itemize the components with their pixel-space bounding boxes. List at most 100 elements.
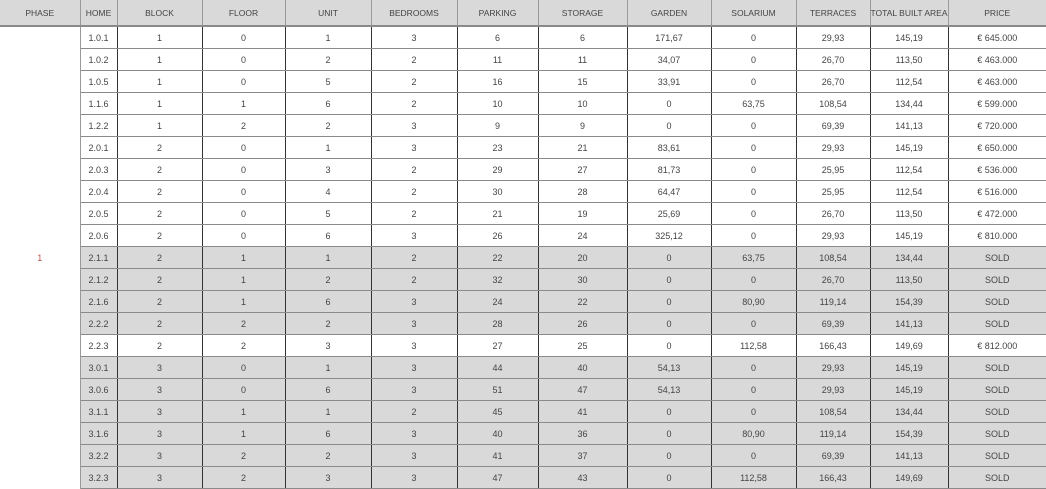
price-cell: € 599.000 <box>947 92 1046 115</box>
total-built-area-cell: 112,54 <box>869 70 948 93</box>
garden-cell: 0 <box>626 466 711 489</box>
unit-cell: 4 <box>284 180 371 203</box>
parking-cell: 51 <box>456 378 538 401</box>
home-cell: 1.2.2 <box>79 114 117 137</box>
column-header-phase: PHASE <box>0 0 80 27</box>
home-cell: 1.1.6 <box>79 92 117 115</box>
parking-cell: 44 <box>456 356 538 379</box>
garden-cell: 0 <box>626 444 711 467</box>
total-built-area-cell: 145,19 <box>869 224 948 247</box>
solarium-cell: 63,75 <box>710 92 796 115</box>
unit-cell: 1 <box>284 136 371 159</box>
block-cell: 2 <box>116 312 202 335</box>
bedrooms-cell: 3 <box>370 356 457 379</box>
floor-cell: 0 <box>201 70 285 93</box>
bedrooms-cell: 3 <box>370 26 457 49</box>
block-cell: 3 <box>116 356 202 379</box>
total-built-area-cell: 141,13 <box>869 444 948 467</box>
total-built-area-cell: 141,13 <box>869 312 948 335</box>
total-built-area-cell: 149,69 <box>869 334 948 357</box>
floor-cell: 0 <box>201 136 285 159</box>
garden-cell: 83,61 <box>626 136 711 159</box>
table-row: 2.0.6 2 0 6 3 26 24 325,12 0 29,93 145,19 € 810.000 <box>0 224 1046 247</box>
total-built-area-cell: 145,19 <box>869 378 948 401</box>
terraces-cell: 29,93 <box>795 224 870 247</box>
storage-cell: 25 <box>537 334 627 357</box>
total-built-area-cell: 154,39 <box>869 290 948 313</box>
garden-cell: 171,67 <box>626 26 711 49</box>
bedrooms-cell: 2 <box>370 48 457 71</box>
home-cell: 1.0.2 <box>79 48 117 71</box>
price-cell: SOLD <box>947 290 1046 313</box>
terraces-cell: 119,14 <box>795 290 870 313</box>
terraces-cell: 29,93 <box>795 378 870 401</box>
parking-cell: 30 <box>456 180 538 203</box>
table-header-row: PHASE HOME BLOCK FLOOR UNIT BEDROOMS PARKING ST… <box>0 0 1046 27</box>
garden-cell: 34,07 <box>626 48 711 71</box>
terraces-cell: 26,70 <box>795 268 870 291</box>
storage-cell: 9 <box>537 114 627 137</box>
home-cell: 3.2.2 <box>79 444 117 467</box>
terraces-cell: 69,39 <box>795 312 870 335</box>
total-built-area-cell: 141,13 <box>869 114 948 137</box>
parking-cell: 21 <box>456 202 538 225</box>
home-cell: 2.1.6 <box>79 290 117 313</box>
total-built-area-cell: 134,44 <box>869 92 948 115</box>
home-cell: 3.2.3 <box>79 466 117 489</box>
unit-cell: 2 <box>284 444 371 467</box>
block-cell: 2 <box>116 158 202 181</box>
unit-cell: 3 <box>284 158 371 181</box>
table-row: 2.1.2 2 1 2 2 32 30 0 0 26,70 113,50 SOLD <box>0 268 1046 291</box>
unit-cell: 5 <box>284 202 371 225</box>
bedrooms-cell: 2 <box>370 92 457 115</box>
block-cell: 1 <box>116 70 202 93</box>
solarium-cell: 63,75 <box>710 246 796 269</box>
column-header-floor: FLOOR <box>201 0 285 27</box>
floor-cell: 0 <box>201 158 285 181</box>
storage-cell: 36 <box>537 422 627 445</box>
bedrooms-cell: 2 <box>370 246 457 269</box>
total-built-area-cell: 113,50 <box>869 48 948 71</box>
price-cell: € 463.000 <box>947 48 1046 71</box>
parking-cell: 6 <box>456 26 538 49</box>
storage-cell: 22 <box>537 290 627 313</box>
unit-cell: 5 <box>284 70 371 93</box>
block-cell: 1 <box>116 114 202 137</box>
floor-cell: 2 <box>201 334 285 357</box>
total-built-area-cell: 113,50 <box>869 202 948 225</box>
terraces-cell: 69,39 <box>795 114 870 137</box>
solarium-cell: 0 <box>710 268 796 291</box>
storage-cell: 21 <box>537 136 627 159</box>
home-cell: 2.1.2 <box>79 268 117 291</box>
price-cell: SOLD <box>947 466 1046 489</box>
terraces-cell: 166,43 <box>795 466 870 489</box>
storage-cell: 24 <box>537 224 627 247</box>
table-row: 2.1.6 2 1 6 3 24 22 0 80,90 119,14 154,39 SOLD <box>0 290 1046 313</box>
parking-cell: 10 <box>456 92 538 115</box>
home-cell: 2.2.2 <box>79 312 117 335</box>
phase-cell: 1 <box>0 26 81 489</box>
storage-cell: 6 <box>537 26 627 49</box>
block-cell: 2 <box>116 224 202 247</box>
unit-cell: 1 <box>284 356 371 379</box>
terraces-cell: 119,14 <box>795 422 870 445</box>
block-cell: 2 <box>116 136 202 159</box>
bedrooms-cell: 3 <box>370 136 457 159</box>
block-cell: 2 <box>116 268 202 291</box>
solarium-cell: 0 <box>710 400 796 423</box>
floor-cell: 1 <box>201 246 285 269</box>
parking-cell: 41 <box>456 444 538 467</box>
table-row: 2.0.3 2 0 3 2 29 27 81,73 0 25,95 112,54 € 536.000 <box>0 158 1046 181</box>
table-row: 2.2.3 2 2 3 3 27 25 0 112,58 166,43 149,69 € 812.00… <box>0 334 1046 357</box>
solarium-cell: 112,58 <box>710 466 796 489</box>
terraces-cell: 69,39 <box>795 444 870 467</box>
garden-cell: 0 <box>626 334 711 357</box>
block-cell: 2 <box>116 180 202 203</box>
terraces-cell: 25,95 <box>795 180 870 203</box>
parking-cell: 22 <box>456 246 538 269</box>
total-built-area-cell: 134,44 <box>869 246 948 269</box>
storage-cell: 28 <box>537 180 627 203</box>
parking-cell: 23 <box>456 136 538 159</box>
parking-cell: 29 <box>456 158 538 181</box>
